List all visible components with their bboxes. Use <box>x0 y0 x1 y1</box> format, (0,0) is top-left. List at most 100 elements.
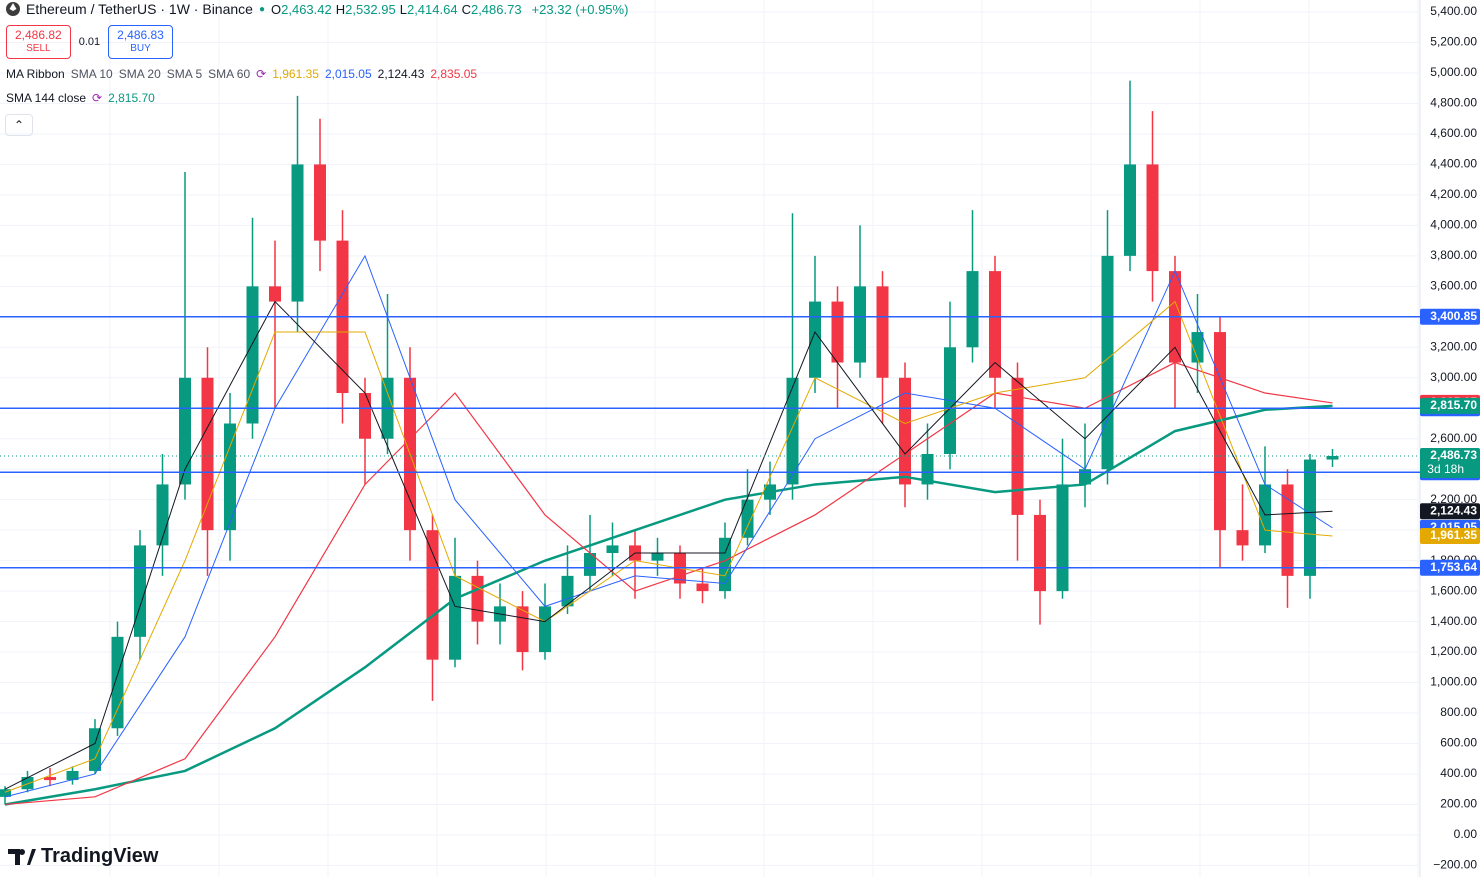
settings-icon[interactable]: ⟳ <box>256 67 267 81</box>
candle-body <box>831 301 844 363</box>
y-tick-label: 4,400.00 <box>1430 157 1477 171</box>
buy-label: BUY <box>130 43 151 54</box>
price-tag-label: 1,961.35 <box>1430 528 1477 542</box>
y-tick-label: 3,600.00 <box>1430 279 1477 293</box>
ma-line <box>4 300 1333 790</box>
candle-body <box>989 271 1001 378</box>
price-tag-label: 1,753.64 <box>1430 560 1477 574</box>
candle-body <box>66 770 79 781</box>
ohlc-value: 2,486.73 <box>470 1 522 17</box>
candle-body <box>471 575 484 622</box>
candle-body <box>876 286 889 378</box>
candle-body <box>224 423 236 531</box>
candle-body <box>246 286 259 424</box>
candle-body <box>786 377 799 485</box>
candle-body <box>449 575 461 660</box>
trade-row: 2,486.82 SELL 0.01 2,486.83 BUY <box>6 25 173 59</box>
candle-body <box>1101 255 1114 470</box>
sma144-legend: SMA 144 close ⟳ 2,815.70 <box>6 91 155 105</box>
logo-icon <box>8 848 36 865</box>
ribbon-value: 2,835.05 <box>430 67 478 81</box>
candle-body <box>584 553 596 576</box>
candle-body <box>1079 469 1091 485</box>
sell-price: 2,486.82 <box>15 28 62 42</box>
y-tick-label: 4,200.00 <box>1430 187 1477 201</box>
y-tick-label: 400.00 <box>1440 766 1477 780</box>
candle-body <box>1304 459 1316 576</box>
hline-tag: 1,753.64 <box>1420 559 1480 576</box>
ma-price-tag: 1,961.35 <box>1420 528 1480 545</box>
y-tick-label: 2,200.00 <box>1430 492 1477 506</box>
ohlc-item: H2,532.95 <box>336 2 396 17</box>
price-tag-label: 3,400.85 <box>1430 309 1477 323</box>
ma-line <box>4 300 1333 793</box>
candle-body <box>1191 332 1204 363</box>
settings-icon[interactable]: ⟳ <box>92 91 103 105</box>
buy-price: 2,486.83 <box>117 28 164 42</box>
y-tick-label: 3,200.00 <box>1430 339 1477 353</box>
candle-body <box>651 553 664 561</box>
candle-body <box>1146 164 1159 272</box>
candle-body <box>696 583 709 592</box>
y-tick-label: 5,400.00 <box>1430 4 1477 18</box>
candle-body <box>1326 455 1339 460</box>
y-tick-label: 4,800.00 <box>1430 96 1477 110</box>
y-tick-label: 5,000.00 <box>1430 65 1477 79</box>
candle-body <box>1011 377 1024 515</box>
ribbon-name: SMA 60 <box>208 67 251 81</box>
candle-body <box>921 453 934 485</box>
candle-body <box>426 530 439 660</box>
candle-body <box>269 286 281 302</box>
y-tick-label: 1,400.00 <box>1430 614 1477 628</box>
ribbon-value: 2,124.43 <box>377 67 425 81</box>
y-tick-label: 600.00 <box>1440 736 1477 750</box>
sell-button[interactable]: 2,486.82 SELL <box>6 25 71 59</box>
ma-price-tag: 2,124.43 <box>1420 503 1480 520</box>
ribbon-title[interactable]: MA Ribbon <box>6 67 65 81</box>
y-tick-label: 2,600.00 <box>1430 431 1477 445</box>
y-tick-label: 0.00 <box>1454 827 1478 841</box>
candle-body <box>179 377 191 485</box>
y-tick-label: 4,600.00 <box>1430 126 1477 140</box>
price-tag-bg <box>1420 308 1480 325</box>
buy-button[interactable]: 2,486.83 BUY <box>108 25 173 59</box>
candle-body <box>1236 530 1249 546</box>
ribbon-name: SMA 10 <box>70 67 113 81</box>
candle-body <box>539 606 551 653</box>
candle-body <box>741 499 754 538</box>
candle-body <box>1034 514 1046 592</box>
price-tag-label: 2,815.70 <box>1430 398 1477 412</box>
y-tick-label: 3,000.00 <box>1430 370 1477 384</box>
candle-body <box>201 377 214 531</box>
last-price-label: 2,486.73 <box>1430 448 1477 462</box>
ribbon-name: SMA 5 <box>166 67 203 81</box>
y-tick-label: 1,200.00 <box>1430 644 1477 658</box>
candle-body <box>0 789 11 797</box>
logo: TradingView <box>8 845 158 868</box>
candle-body <box>111 636 124 729</box>
last-price-bg <box>1420 447 1480 478</box>
collapse-button[interactable]: ⌃ <box>5 114 33 136</box>
symbol[interactable]: Ethereum / TetherUS · 1W · Binance <box>26 1 253 17</box>
ohlc-value: 2,414.64 <box>406 1 458 17</box>
ohlc-item: O2,463.42 <box>271 2 332 17</box>
spread: 0.01 <box>78 36 101 48</box>
y-tick-label: 5,200.00 <box>1430 35 1477 49</box>
ohlc-key: O <box>271 1 282 17</box>
price-tag-label: 2,124.43 <box>1430 503 1477 517</box>
price-tag-bg <box>1420 397 1480 414</box>
sma144-title[interactable]: SMA 144 close <box>6 91 87 105</box>
ma-price-tag: 2,815.70 <box>1420 397 1480 414</box>
change: +23.32 (+0.95%) <box>531 1 629 17</box>
y-tick-label: 800.00 <box>1440 705 1477 719</box>
y-tick-label: −200.00 <box>1433 858 1477 872</box>
ribbon-value: 1,961.35 <box>272 67 319 81</box>
y-tick-label: 3,800.00 <box>1430 248 1477 262</box>
candle-body <box>606 545 619 554</box>
symbol-row: Ethereum / TetherUS · 1W · Binance ● O2,… <box>6 1 628 17</box>
hline-tag: 3,400.85 <box>1420 308 1480 325</box>
price-tag-bg <box>1420 503 1480 520</box>
ohlc-item: C2,486.73 <box>462 2 522 17</box>
